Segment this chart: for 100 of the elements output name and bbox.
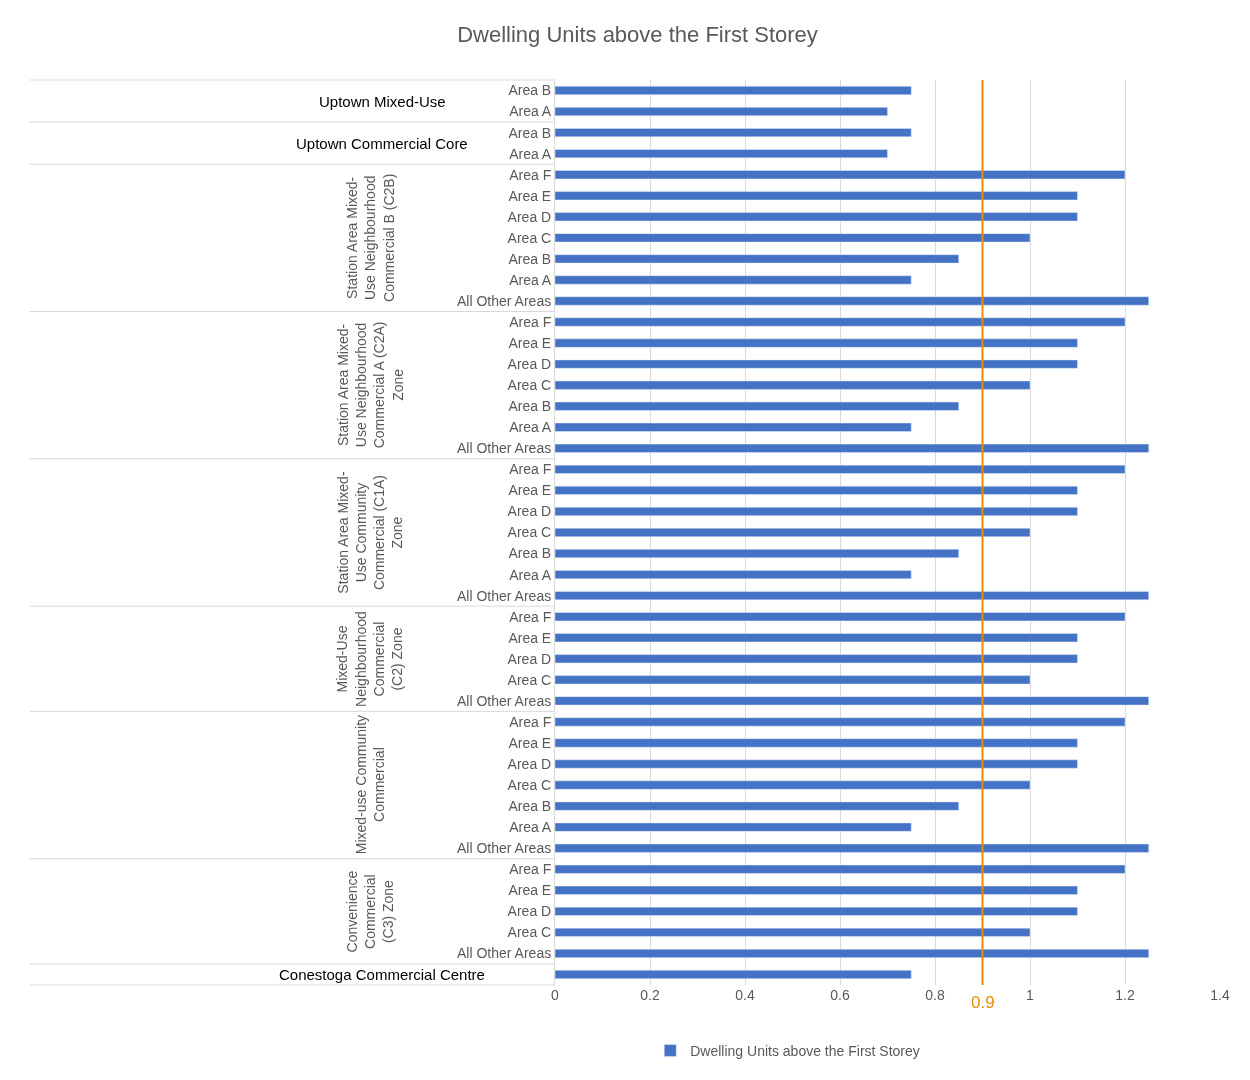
y-tick-label: Area F [509,461,552,478]
y-tick-label: All Other Areas [457,440,552,457]
y-tick-label: Area D [507,208,552,225]
bar [555,906,1078,916]
y-tick-label: Area D [507,650,552,667]
chart-title: Dwelling Units above the First Storey [457,22,818,48]
bar [555,401,959,411]
y-axis-title: Conestoga Commercial Centre [279,966,485,983]
y-tick-label: Area A [509,103,552,120]
bar [555,233,1031,243]
bar [555,717,1126,727]
y-tick-label: Area D [507,356,552,373]
y-tick-label: Area C [507,524,552,541]
bar [555,296,1149,306]
y-tick-label: Area E [508,334,552,351]
y-axis-title: Uptown Commercial Core [296,135,468,152]
bar [555,507,1078,516]
bar [555,275,912,285]
bar [555,443,1149,453]
x-tick-label: 1.4 [1210,987,1230,1003]
y-tick-label: All Other Areas [457,587,552,604]
y-tick-label: All Other Areas [457,945,552,962]
y-tick-label: Area C [507,671,552,688]
y-tick-label: Area F [509,313,552,330]
x-tick-label: 0.6 [830,987,850,1003]
y-axis-title: Station Area Mixed-Use Community Commercial (C1A) Zone [334,471,406,594]
bar [555,675,1031,685]
bar [555,612,1126,622]
y-tick-label: All Other Areas [457,292,552,309]
bar [555,948,1149,958]
y-tick-label: Area A [509,419,552,436]
bar [555,738,1078,748]
bar [555,317,1126,327]
y-axis-title: Convenience Commercial (C3) Zone [343,870,397,953]
x-tick-label: 0 [551,987,560,1003]
bar [555,570,912,580]
bar [555,780,1031,790]
y-tick-label: Area F [509,861,552,878]
bar [555,801,959,811]
y-tick-label: Area A [509,271,552,288]
bar [555,549,959,559]
y-tick-label: Area A [509,819,552,836]
bar [555,359,1078,369]
y-axis-title: Mixed-Use Neighbourhood Commercial (C2) Zone [334,611,405,707]
y-tick-label: Area F [509,713,552,730]
y-tick-label: Area F [509,166,552,183]
y-tick-label: Area D [507,755,552,772]
y-tick-label: Area B [508,398,552,415]
y-axis-title: Station Area Mixed-Use Neighbourhood Commercial A (C2A) Zone [334,321,406,449]
bar [555,380,1031,390]
y-tick-label: Area B [508,124,552,141]
y-axis-title: Mixed-use Community Commercial [353,714,388,855]
y-tick-label: Area B [508,545,552,562]
bar [555,822,912,832]
bar [555,464,1126,474]
bar [555,759,1078,769]
bar [555,591,1149,601]
y-tick-label: Area A [509,566,552,583]
y-tick-label: Area C [507,377,552,394]
bar [555,485,1078,495]
y-tick-label: Area E [508,882,552,899]
bar [555,696,1149,706]
y-tick-label: Area C [507,924,552,941]
bar [555,254,959,264]
y-tick-label: Area E [508,482,552,499]
y-tick-label: All Other Areas [457,692,552,709]
y-tick-label: Area D [507,903,552,920]
y-tick-label: Area E [508,187,552,204]
bar [555,927,1031,937]
bar [555,170,1126,180]
bar [555,885,1078,895]
x-tick-label: 0.8 [925,987,945,1003]
y-tick-label: Area C [507,776,552,793]
y-axis-title: Uptown Mixed-Use [319,93,446,110]
y-tick-label: Area B [508,250,552,267]
bar [555,191,1078,201]
y-tick-label: Area A [509,145,552,162]
bar [555,633,1078,643]
y-tick-label: All Other Areas [457,840,552,857]
bar [555,338,1078,348]
bar [555,422,912,432]
y-tick-label: Area E [508,629,552,646]
y-tick-label: Area D [507,503,552,520]
y-tick-label: Area B [508,798,552,815]
ref-line-label: 0.9 [971,993,995,1012]
x-tick-label: 1 [1026,987,1035,1003]
legend-label: Dwelling Units above the First Storey [690,1042,920,1059]
y-axis-title: Station Area Mixed-Use Neighbourhood Commercial B (C2B) [344,173,397,302]
y-tick-label: Area E [508,734,552,751]
y-tick-label: Area C [507,229,552,246]
bar [555,843,1149,853]
bar [555,654,1078,664]
bar [555,212,1078,222]
x-tick-label: 0.4 [735,987,755,1003]
bar [555,864,1126,874]
y-tick-label: Area F [509,608,552,625]
x-tick-label: 1.2 [1115,987,1135,1003]
y-tick-label: Area B [508,82,552,99]
x-tick-label: 0.2 [640,987,660,1003]
bar [555,528,1031,537]
